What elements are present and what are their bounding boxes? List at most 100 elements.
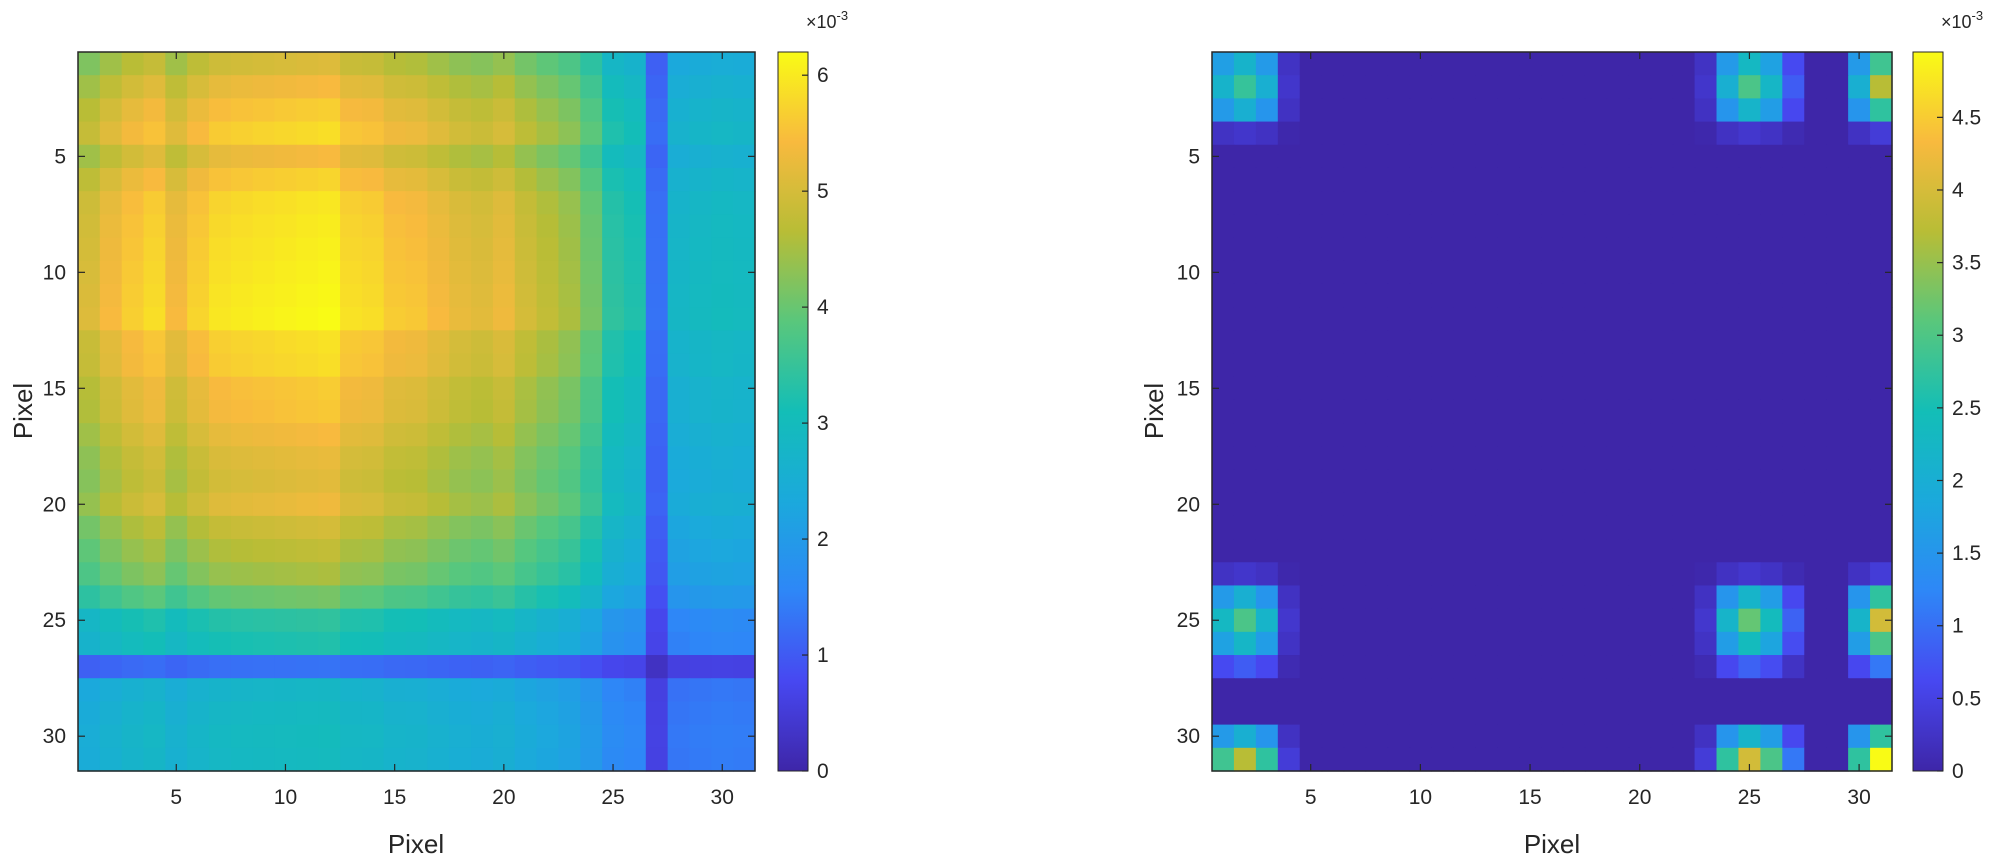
heatmap-cell [1212,655,1235,679]
heatmap-cell [1694,492,1718,517]
heatmap-cell [536,492,560,517]
heatmap-cell [689,330,712,355]
heatmap-cell [187,608,210,633]
heatmap-cell [1738,260,1761,285]
heatmap-cell [536,631,560,656]
heatmap-cell [1804,330,1827,355]
heatmap-cell [1475,75,1498,99]
heatmap-cell [733,399,756,424]
heatmap-cell [449,678,472,703]
heatmap-cell [1453,631,1476,656]
heatmap-cell [449,492,472,517]
heatmap-cell [1628,98,1652,123]
heatmap-cell [449,562,472,587]
heatmap-cell [78,144,101,169]
heatmap-cell [1738,701,1761,726]
heatmap-cell [405,492,429,517]
heatmap-cell [143,330,166,355]
heatmap-cell [296,52,319,76]
heatmap-cell [99,399,123,424]
heatmap-cell [1716,52,1740,76]
heatmap-cell [383,52,407,76]
heatmap-cell [361,167,385,192]
heatmap-cell [165,585,188,610]
heatmap-cell [340,492,363,517]
heatmap-cell [1870,144,1893,169]
heatmap-cell [558,539,581,563]
heatmap-cell [1804,446,1827,471]
heatmap-cell [1343,167,1367,192]
heatmap-cell [1716,608,1740,633]
heatmap-cell [689,167,712,192]
heatmap-cell [1519,446,1542,471]
heatmap-cell [1650,539,1674,563]
heatmap-cell [121,121,145,146]
heatmap-cell [121,608,145,633]
heatmap-cell [252,446,276,471]
heatmap-cell [405,515,429,540]
heatmap-cell [1650,307,1674,331]
heatmap-cell [449,585,472,610]
heatmap-cell [361,631,385,656]
y-tick-label: 25 [1177,609,1200,632]
heatmap-cell [1672,237,1696,262]
heatmap-cell [1738,214,1761,239]
heatmap-cell [580,446,603,471]
heatmap-cell [645,283,669,308]
heatmap-cell [1343,307,1367,331]
heatmap-cell [78,191,101,215]
heatmap-cell [1365,399,1389,424]
heatmap-cell [99,167,123,192]
heatmap-cell [558,353,581,378]
heatmap-cell [580,75,603,99]
heatmap-cell [1606,283,1630,308]
heatmap-cell [1672,260,1696,285]
heatmap-cell [121,515,145,540]
heatmap-cell [143,701,166,726]
heatmap-cell [1826,237,1849,262]
heatmap-cell [1343,701,1367,726]
heatmap-cell [340,655,363,679]
heatmap-cell [1782,469,1805,494]
heatmap-cell [492,75,516,99]
heatmap-cell [733,678,756,703]
heatmap-cell [558,75,581,99]
x-tick-label: 25 [601,786,624,809]
heatmap-cell [1233,283,1257,308]
heatmap-cell [405,307,429,331]
heatmap-cell [602,747,625,772]
heatmap-cell [733,608,756,633]
heatmap-cell [1870,121,1893,146]
heatmap-cell [645,678,669,703]
heatmap-cell [689,562,712,587]
heatmap-cell [361,678,385,703]
heatmap-cell [536,214,560,239]
heatmap-cell [78,98,101,123]
heatmap-cell [1584,701,1608,726]
heatmap-cell [143,423,166,447]
heatmap-cell [1343,260,1367,285]
heatmap-cell [1848,608,1871,633]
heatmap-cell [1541,469,1564,494]
heatmap-cell [1716,283,1740,308]
heatmap-cell [1387,539,1411,563]
heatmap-cell [1409,469,1432,494]
heatmap-cell [1409,724,1432,749]
heatmap-cell [1255,376,1279,401]
heatmap-cell [121,75,145,99]
heatmap-cell [383,98,407,123]
heatmap-cell [1475,237,1498,262]
heatmap-cell [1782,330,1805,355]
x-tick-label: 10 [274,786,297,809]
heatmap-cell [1541,631,1564,656]
heatmap-cell [1804,423,1827,447]
heatmap-cell [1299,492,1323,517]
heatmap-cell [1277,237,1301,262]
heatmap-cell [558,423,581,447]
heatmap-cell [230,52,254,76]
heatmap-cell [187,98,210,123]
heatmap-cell [1255,631,1279,656]
heatmap-cell [296,330,319,355]
heatmap-cell [711,701,734,726]
heatmap-cell [602,330,625,355]
